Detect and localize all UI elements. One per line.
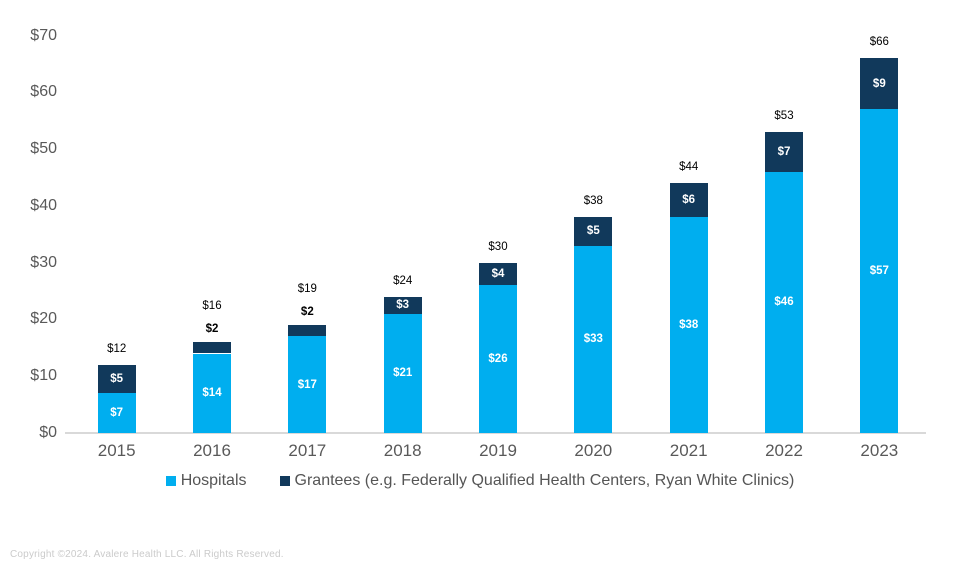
hospitals-value-label: $33 [583,333,603,346]
total-value-label: $30 [488,240,508,253]
hospitals-value-label: $21 [393,367,413,380]
bar-segment-grantees-2020: $5 [574,217,613,246]
total-value-label: $44 [679,161,699,174]
bar-segment-hospitals-2018: $21 [383,313,422,433]
bar-segment-hospitals-2016: $14 [193,353,231,433]
legend-label: Grantees (e.g. Federally Qualified Healt… [294,472,795,489]
x-axis-label-2018: 2018 [383,441,422,460]
legend-item-grantees: Grantees (e.g. Federally Qualified Healt… [279,472,795,490]
bar-segment-hospitals-2023: $57 [860,109,899,433]
hospitals-value-label: $14 [202,387,222,400]
legend-swatch-hospitals [165,476,176,486]
bar-segment-grantees-2016 [193,342,231,354]
bar-segment-hospitals-2017: $17 [288,336,327,433]
y-axis-tick-label: $60 [30,83,57,101]
y-axis-tick-label: $50 [30,140,57,158]
total-value-label: $53 [774,110,794,123]
grantees-value-label: $6 [682,194,696,207]
hospitals-value-label: $17 [297,378,317,391]
bar-segment-hospitals-2019: $26 [479,285,517,433]
hospitals-value-label: $57 [869,265,889,278]
legend: Hospitals Grantees (e.g. Federally Qualif… [0,472,960,490]
grantees-value-label: $4 [491,267,505,280]
grantees-value-label: $7 [777,145,791,158]
x-axis-label-2015: 2015 [97,441,136,460]
x-axis-label-2021: 2021 [669,441,708,460]
legend-item-hospitals: Hospitals [165,472,247,490]
x-axis-label-2019: 2019 [479,441,517,460]
total-value-label: $16 [202,300,222,313]
hospitals-value-label: $46 [774,296,794,309]
copyright-text: Copyright ©2024. Avalere Health LLC. All… [10,549,284,560]
x-axis-label-2017: 2017 [288,441,327,460]
legend-swatch-grantees [279,476,290,486]
y-axis-tick-label: $70 [30,26,57,44]
x-axis-line [65,432,926,434]
grantees-value-label: $3 [396,299,410,312]
grantees-value-label: $9 [872,77,886,90]
y-axis-tick-label: $40 [30,196,57,214]
grantees-value-label: $5 [110,373,124,386]
hospitals-value-label: $7 [110,407,124,420]
legend-label: Hospitals [180,472,247,489]
bar-segment-hospitals-2020: $33 [574,245,613,433]
x-axis-label-2020: 2020 [574,441,613,460]
bar-segment-grantees-2019: $4 [479,262,517,286]
bar-segment-grantees-2017 [288,325,327,337]
hospitals-value-label: $26 [488,353,508,366]
total-value-label: $66 [869,36,889,49]
bar-segment-grantees-2015: $5 [97,364,136,394]
x-axis-label-2022: 2022 [765,441,803,460]
total-value-label: $12 [107,342,127,355]
bar-segment-hospitals-2015: $7 [97,393,136,433]
bar-segment-hospitals-2021: $38 [669,217,708,433]
x-axis-label-2023: 2023 [860,441,899,460]
bar-segment-grantees-2018: $3 [383,296,422,314]
bar-segment-grantees-2021: $6 [669,183,708,218]
grantees-value-label: $2 [300,306,314,319]
total-value-label: $19 [297,283,317,296]
bar-segment-grantees-2022: $7 [765,132,803,172]
hospitals-value-label: $38 [679,319,699,332]
grantees-value-label: $2 [205,323,219,336]
grantees-value-label: $5 [586,225,600,238]
y-axis-tick-label: $20 [30,310,57,328]
total-value-label: $24 [393,274,413,287]
y-axis-tick-label: $30 [30,253,57,271]
y-axis-tick-label: $0 [39,424,57,441]
bar-segment-grantees-2023: $9 [860,58,899,110]
bar-segment-hospitals-2022: $46 [765,171,803,433]
y-axis-tick-label: $10 [30,367,57,385]
x-axis-label-2016: 2016 [193,441,231,460]
total-value-label: $38 [583,195,603,208]
